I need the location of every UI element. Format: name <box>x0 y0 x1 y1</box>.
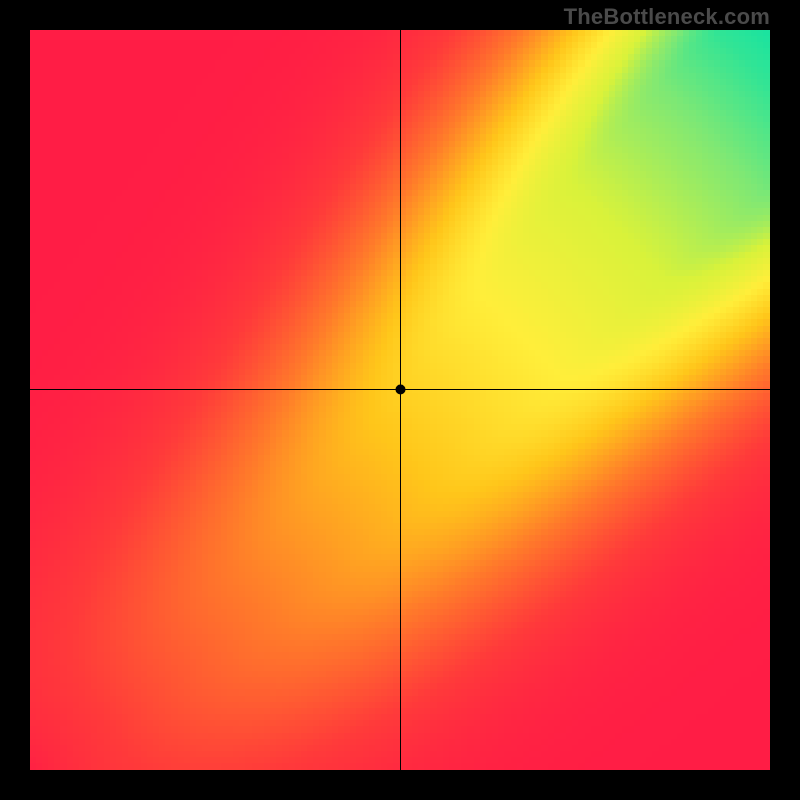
attribution-label: TheBottleneck.com <box>564 4 770 30</box>
bottleneck-heatmap <box>30 30 770 770</box>
frame: TheBottleneck.com <box>0 0 800 800</box>
heatmap-canvas <box>30 30 770 770</box>
